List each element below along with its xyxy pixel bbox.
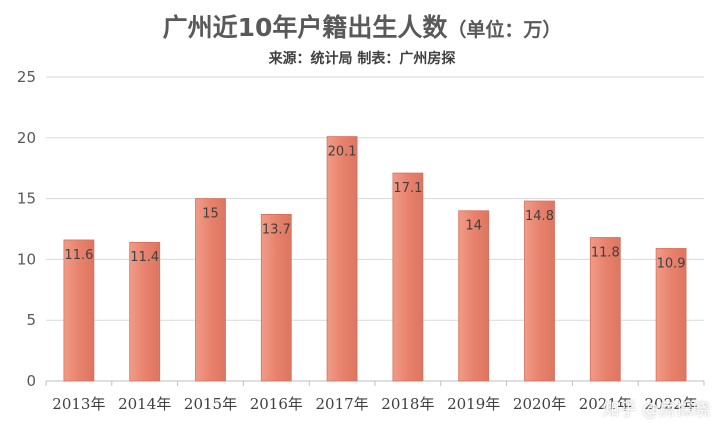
data-label: 11.6	[64, 248, 93, 263]
bar	[63, 239, 95, 382]
x-tick-label: 2022年	[645, 395, 698, 413]
y-tick-label: 0	[26, 372, 36, 390]
x-tick-label: 2013年	[52, 395, 105, 413]
bar	[589, 237, 621, 382]
data-label: 20.1	[328, 144, 357, 159]
data-label: 17.1	[393, 181, 422, 196]
bar	[129, 241, 161, 382]
chart-subtitle: 来源：统计局 制表：广州房探	[268, 51, 456, 67]
chart-title-text: 广州近10年户籍出生人数	[162, 13, 448, 42]
data-label: 11.4	[130, 250, 159, 265]
bar	[524, 200, 555, 382]
x-tick-label: 2015年	[184, 395, 237, 413]
x-tick-label: 2021年	[579, 395, 632, 413]
data-label: 14	[465, 219, 482, 234]
bar	[392, 172, 424, 382]
x-tick-label: 2014年	[118, 395, 171, 413]
bar	[326, 136, 358, 382]
watermark: 知乎 @房探晓	[602, 400, 710, 420]
bar	[655, 248, 687, 382]
y-tick-label: 5	[26, 311, 36, 329]
y-tick-label: 10	[17, 250, 36, 268]
x-tick-label: 2018年	[381, 395, 434, 413]
bar	[260, 214, 292, 382]
data-label: 10.9	[657, 256, 686, 271]
x-tick-label: 2019年	[447, 395, 500, 413]
chart-title-unit: （单位：万）	[447, 19, 562, 41]
x-tick-label: 2017年	[316, 395, 369, 413]
data-label: 11.8	[591, 245, 620, 260]
y-tick-label: 20	[17, 129, 36, 147]
bar	[195, 198, 226, 382]
y-tick-label: 25	[17, 68, 36, 86]
x-tick-label: 2016年	[250, 395, 303, 413]
y-tick-label: 15	[17, 190, 36, 208]
data-label: 15	[202, 206, 219, 221]
data-label: 13.7	[262, 222, 291, 237]
bar	[458, 210, 490, 382]
chart-title: 广州近10年户籍出生人数（单位：万）	[0, 8, 724, 44]
x-tick-label: 2020年	[513, 395, 566, 413]
data-label: 14.8	[525, 209, 554, 224]
